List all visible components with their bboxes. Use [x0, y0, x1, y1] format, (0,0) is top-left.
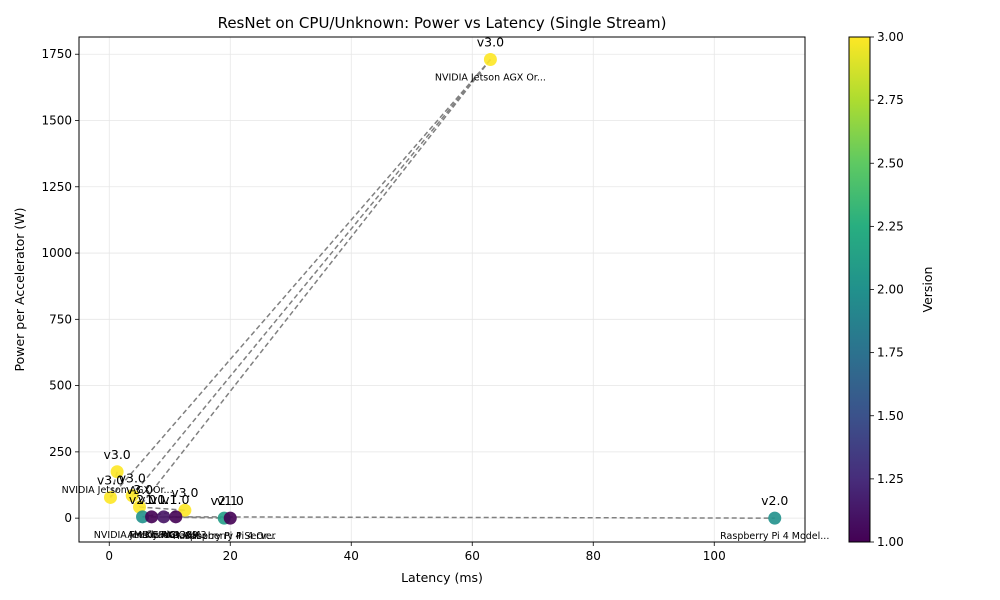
y-tick-label: 1750 [41, 47, 72, 61]
data-point [157, 510, 171, 524]
colorbar [848, 36, 871, 543]
version-label: v1.1 [150, 492, 177, 507]
device-label: NVIDIA Jetson AGX... [94, 530, 191, 541]
y-axis-title: Power per Accelerator (W) [12, 207, 27, 371]
colorbar-tick-label: 1.00 [877, 535, 904, 549]
data-point [125, 489, 139, 503]
device-label: Firefly RK3399 [129, 530, 198, 541]
x-axis-ticks: 0 20 40 60 80 100 [105, 542, 726, 563]
connection-line [109, 59, 491, 498]
data-points [103, 53, 782, 525]
connection-line [131, 59, 491, 497]
colorbar-tick-label: 1.50 [877, 409, 904, 423]
x-tick-label: 80 [586, 549, 601, 563]
grid-lines [79, 37, 805, 542]
colorbar-ticks: 1.00 1.25 1.50 1.75 2.00 2.25 2.50 2.75 3.00 [870, 30, 904, 549]
plot-frame [78, 36, 806, 543]
connection-line [175, 516, 225, 519]
colorbar-tick-label: 1.75 [877, 346, 904, 360]
connection-lines [109, 59, 775, 519]
data-point [178, 503, 192, 517]
version-label: v1.0 [162, 492, 189, 507]
version-label: v3.0 [126, 482, 153, 497]
y-axis-ticks: 0 250 500 750 1000 1250 1500 1750 [41, 47, 79, 525]
version-label: v1.0 [217, 493, 244, 508]
version-label: v3.0 [97, 472, 124, 487]
y-tick-label: 250 [49, 445, 72, 459]
data-point [223, 511, 237, 525]
version-label: v3.0 [477, 35, 504, 50]
y-tick-label: 1500 [41, 114, 72, 128]
connection-line [138, 59, 491, 508]
colorbar-tick-label: 2.25 [877, 219, 904, 233]
x-tick-label: 20 [223, 549, 238, 563]
connection-line [139, 506, 185, 511]
y-tick-label: 500 [49, 379, 72, 393]
device-label: Khadas VIM3 [145, 530, 206, 541]
data-point [768, 511, 782, 525]
x-axis-title: Latency (ms) [401, 570, 483, 585]
y-tick-label: 750 [49, 312, 72, 326]
device-label: NVIDIA Jetson AGX Or... [62, 485, 173, 496]
y-tick-label: 1250 [41, 180, 72, 194]
data-point [103, 490, 117, 504]
colorbar-title: Version [920, 267, 935, 313]
colorbar-tick-label: 2.75 [877, 93, 904, 107]
x-tick-label: 40 [344, 549, 359, 563]
version-label: v2.0 [129, 492, 156, 507]
data-point [169, 510, 183, 524]
x-tick-label: 60 [465, 549, 480, 563]
version-label: v2.0 [761, 493, 788, 508]
version-label: v3.0 [119, 471, 146, 486]
device-label: Raspberry Pi 4 Model... [720, 531, 829, 542]
chart-title: ResNet on CPU/Unknown: Power vs Latency … [218, 14, 667, 32]
data-point [110, 465, 124, 479]
colorbar-tick-label: 3.00 [877, 30, 904, 44]
device-label: Raspberry Pi 4 Or... [185, 531, 276, 542]
y-tick-label: 0 [64, 511, 72, 525]
device-label: AMD EPYC [127, 530, 176, 541]
x-tick-label: 100 [703, 549, 726, 563]
device-label: Raspberry Pi 4 Server [173, 531, 276, 542]
data-point [133, 500, 146, 514]
colorbar-tick-label: 1.25 [877, 472, 904, 486]
data-point [145, 510, 159, 524]
y-tick-label: 1000 [41, 246, 72, 260]
colorbar-tick-label: 2.50 [877, 156, 904, 170]
version-label: v2.1 [211, 493, 238, 508]
x-tick-label: 0 [105, 549, 113, 563]
version-label: v3.0 [103, 447, 130, 462]
data-point [136, 510, 150, 524]
colorbar-tick-label: 2.00 [877, 283, 904, 297]
data-point [483, 53, 497, 67]
version-label: v1.0 [138, 492, 165, 507]
connection-line [163, 516, 775, 519]
device-label: NVIDIA Jetson AGX Or... [435, 73, 546, 84]
version-label: v3.0 [171, 485, 198, 500]
